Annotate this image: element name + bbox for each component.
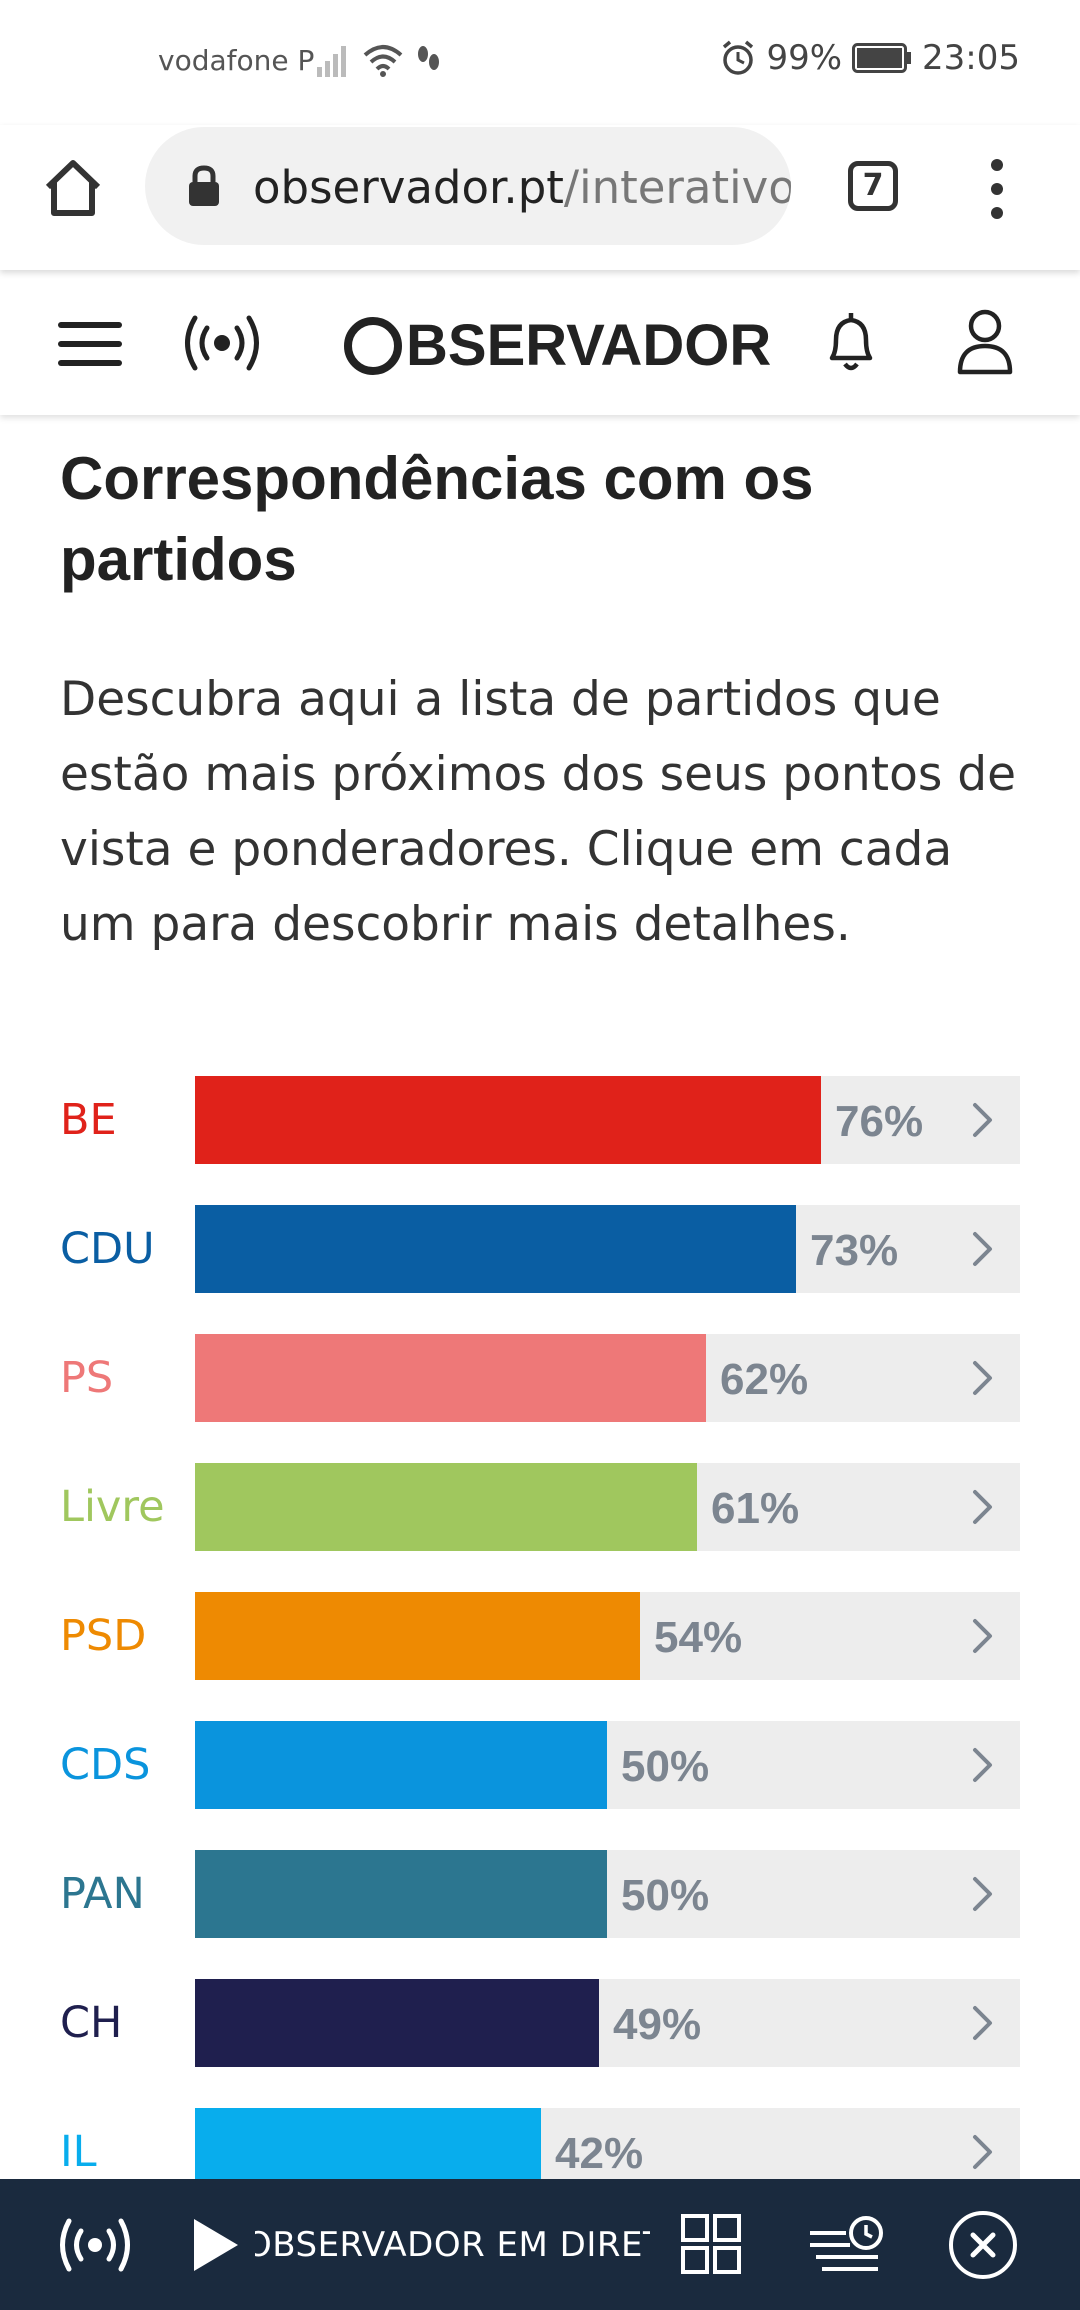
party-name: BE — [60, 1095, 117, 1145]
match-bar-fill — [195, 1205, 796, 1293]
match-bar-track: 73% — [195, 1205, 1020, 1293]
grid-icon[interactable] — [680, 2213, 742, 2275]
match-bar-track: 76% — [195, 1076, 1020, 1164]
party-name: CH — [60, 1998, 123, 2048]
chevron-right-icon — [973, 2006, 992, 2040]
chevron-right-icon — [973, 1232, 992, 1266]
steps-icon — [418, 46, 439, 70]
match-bar-fill — [195, 1721, 607, 1809]
party-name: PAN — [60, 1869, 145, 1919]
chevron-right-icon — [973, 2135, 992, 2169]
match-bar-fill — [195, 1592, 640, 1680]
match-bar-track: 49% — [195, 1979, 1020, 2067]
bottom-player-bar: OBSERVADOR EM DIRETO — [0, 2179, 1080, 2310]
party-row[interactable]: Livre 61% — [0, 1463, 1080, 1551]
match-bar-fill — [195, 1334, 706, 1422]
chevron-right-icon — [973, 1619, 992, 1653]
chevron-right-icon — [973, 1877, 992, 1911]
match-bar-fill — [195, 1850, 607, 1938]
party-row[interactable]: CDU 73% — [0, 1205, 1080, 1293]
match-bar-track: 62% — [195, 1334, 1020, 1422]
party-name: Livre — [60, 1482, 165, 1532]
lock-icon — [189, 165, 219, 206]
ticker-text: OBSERVADOR EM DIRETO — [255, 2225, 650, 2265]
match-percent: 49% — [613, 2000, 702, 2049]
battery-icon — [852, 43, 912, 73]
match-percent: 61% — [711, 1484, 800, 1533]
menu-icon[interactable] — [58, 322, 122, 366]
url-path: /interativo/ — [563, 161, 791, 214]
address-bar[interactable]: observador.pt/interativo/ — [145, 127, 791, 245]
status-right: 99% 23:05 — [720, 38, 1020, 78]
chevron-right-icon — [973, 1748, 992, 1782]
browser-toolbar: observador.pt/interativo/ 7 — [0, 125, 1080, 270]
carrier-label: vodafone P — [158, 44, 315, 77]
more-options-icon[interactable] — [985, 157, 1009, 221]
recent-news-icon[interactable] — [808, 2215, 888, 2275]
chevron-right-icon — [973, 1490, 992, 1524]
tab-switcher-button[interactable]: 7 — [848, 161, 898, 211]
match-bar-track: 50% — [195, 1721, 1020, 1809]
chevron-right-icon — [973, 1361, 992, 1395]
party-row[interactable]: CDS 50% — [0, 1721, 1080, 1809]
play-icon[interactable] — [190, 2215, 242, 2275]
party-name: CDU — [60, 1224, 155, 1274]
site-header: BSERVADOR — [0, 270, 1080, 415]
intro-text: Descubra aqui a lista de partidos que es… — [60, 672, 1017, 952]
logo-o-mark — [344, 316, 402, 375]
url-host: observador.pt — [253, 161, 564, 214]
live-ticker[interactable]: OBSERVADOR EM DIRETO — [255, 2179, 650, 2310]
match-percent: 50% — [621, 1742, 710, 1791]
party-name: PSD — [60, 1611, 147, 1661]
match-bar-fill — [195, 1076, 821, 1164]
close-icon[interactable] — [947, 2209, 1019, 2281]
status-bar: vodafone P 99% 23:05 — [0, 0, 1080, 125]
home-icon[interactable] — [40, 155, 106, 221]
match-bar-fill — [195, 1979, 599, 2067]
alarm-icon — [723, 40, 754, 75]
wifi-icon — [363, 45, 403, 77]
status-icons — [315, 40, 441, 80]
match-bar-track: 61% — [195, 1463, 1020, 1551]
party-name: IL — [60, 2127, 97, 2177]
site-logo[interactable]: BSERVADOR — [344, 312, 771, 379]
url-text: observador.pt/interativo/ — [253, 161, 791, 214]
radio-live-icon[interactable] — [58, 2213, 132, 2277]
bell-icon[interactable] — [822, 308, 880, 376]
match-percent: 42% — [555, 2129, 644, 2178]
radio-live-icon[interactable] — [182, 310, 262, 376]
party-row[interactable]: PSD 54% — [0, 1592, 1080, 1680]
signal-icon — [317, 46, 346, 77]
logo-text: BSERVADOR — [406, 313, 772, 378]
match-percent: 73% — [810, 1226, 899, 1275]
party-name: PS — [60, 1353, 114, 1403]
party-row[interactable]: PS 62% — [0, 1334, 1080, 1422]
party-row[interactable]: CH 49% — [0, 1979, 1080, 2067]
match-percent: 62% — [720, 1355, 809, 1404]
user-icon[interactable] — [956, 306, 1014, 376]
match-bar-fill — [195, 1463, 697, 1551]
match-percent: 76% — [835, 1097, 924, 1146]
party-name: CDS — [60, 1740, 151, 1790]
match-bar-track: 50% — [195, 1850, 1020, 1938]
party-row[interactable]: BE 76% — [0, 1076, 1080, 1164]
page-title: Correspondências com os partidos — [60, 445, 814, 593]
clock: 23:05 — [922, 38, 1020, 78]
match-percent: 50% — [621, 1871, 710, 1920]
party-row[interactable]: PAN 50% — [0, 1850, 1080, 1938]
battery-percent: 99% — [766, 38, 843, 78]
match-bar-track: 54% — [195, 1592, 1020, 1680]
chevron-right-icon — [973, 1103, 992, 1137]
match-percent: 54% — [654, 1613, 743, 1662]
